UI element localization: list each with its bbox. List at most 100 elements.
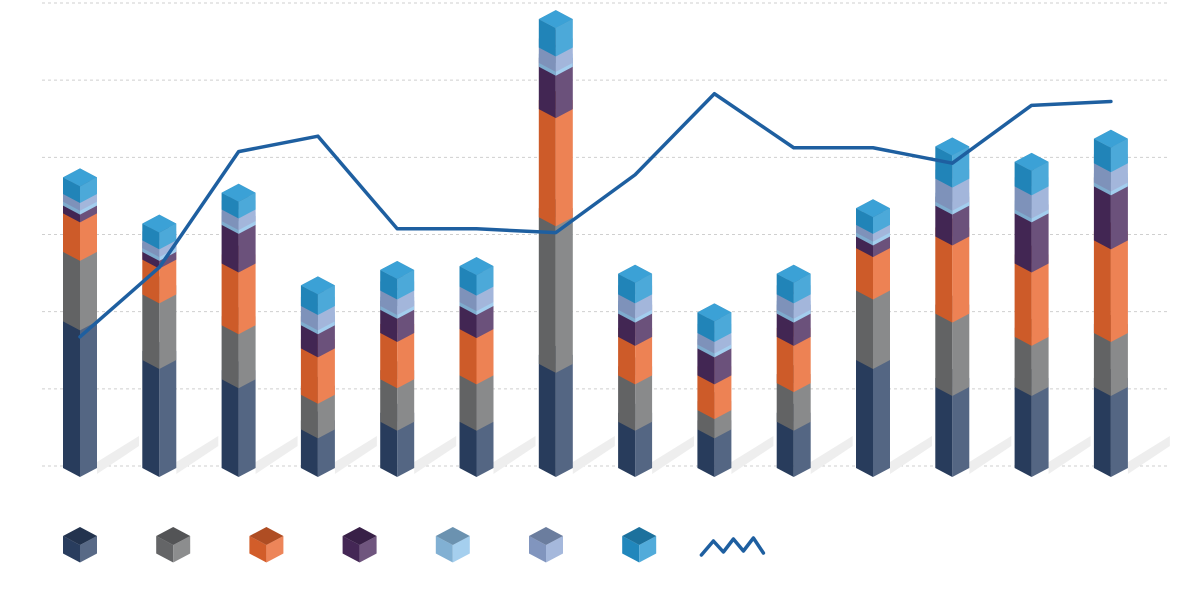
legend-cube-top — [529, 527, 563, 545]
bar-segment-left-face — [221, 370, 239, 477]
bar-segment-left-face — [221, 192, 239, 219]
bar-segment-left-face — [459, 320, 477, 385]
legend-swatch-cube — [622, 527, 657, 563]
bar-segment-left-face — [776, 327, 794, 393]
legend — [63, 527, 766, 563]
bar-segment-left-face — [142, 285, 160, 369]
bar-segment-right-face — [1031, 161, 1049, 196]
bar-segment-left-face — [142, 223, 160, 250]
bar-segment-right-face — [397, 269, 415, 300]
bar-segment-right-face — [1110, 138, 1128, 173]
legend-cube-top — [435, 527, 470, 545]
bar-segment-right-face — [1031, 377, 1049, 477]
bar-segment-left-face — [300, 285, 318, 315]
bar-segment-left-face — [1093, 138, 1111, 173]
legend-cube-right — [546, 536, 563, 563]
bar-segment-right-face — [635, 273, 653, 304]
legend-cube-right — [639, 536, 657, 563]
bar-top-cap — [1093, 129, 1128, 148]
legend-swatch-cube — [249, 527, 284, 563]
bar-segment-right-face — [1110, 177, 1128, 250]
bar-segment-right-face — [476, 266, 494, 296]
bar-segment-right-face — [635, 412, 653, 477]
bar-segment-left-face — [380, 269, 398, 300]
legend-cube-left — [342, 536, 360, 563]
bar-segment-left-face — [538, 208, 556, 373]
bar-stack — [63, 168, 97, 477]
bar-shadow — [890, 436, 932, 474]
bar-segment-left-face — [935, 146, 953, 188]
bar-segment-right-face — [555, 19, 573, 57]
bar-segment-right-face — [159, 285, 177, 369]
grid-lines — [42, 2, 1170, 467]
legend-cube-right — [359, 536, 377, 563]
bar-top-cap — [300, 276, 335, 295]
bar-segment-right-face — [238, 370, 256, 477]
bar-segment-left-face — [1093, 177, 1111, 250]
bar-segment-left-face — [1093, 323, 1111, 396]
bar-stack — [142, 214, 177, 477]
bar-segment-right-face — [397, 323, 415, 389]
bar-segment-right-face — [793, 327, 811, 393]
bar-top-cap — [935, 137, 970, 156]
bar-segment-left-face — [1014, 377, 1032, 477]
bar-stack — [776, 264, 811, 477]
bar-segment-left-face — [221, 254, 239, 335]
legend-swatch-cube — [63, 527, 97, 563]
legend-cube-left — [622, 536, 640, 563]
bar-stack — [221, 183, 256, 477]
bar-top-cap — [221, 183, 256, 202]
bar-shadow — [493, 436, 536, 474]
bar-segment-left-face — [63, 312, 80, 477]
bar-stack — [300, 276, 335, 477]
legend-swatch-cube — [435, 527, 470, 563]
bar-segment-right-face — [317, 285, 335, 315]
bar-top-cap — [856, 199, 890, 218]
bar-segment-right-face — [952, 146, 970, 188]
bar-segment-right-face — [159, 223, 177, 250]
bar-segment-left-face — [776, 273, 794, 304]
bar-stack — [538, 10, 573, 477]
bar-stack — [618, 264, 653, 477]
legend-cube-top — [342, 527, 377, 545]
bar-stack — [856, 199, 890, 477]
bar-stack — [459, 257, 494, 477]
bar-segment-left-face — [856, 208, 873, 234]
bar-segment-right-face — [80, 177, 97, 204]
legend-cube-left — [529, 536, 546, 563]
bar-segment-left-face — [935, 227, 953, 323]
bar-top-cap — [142, 214, 177, 233]
legend-cube-top — [63, 527, 97, 545]
bar-segment-left-face — [1014, 161, 1032, 196]
bar-segment-right-face — [1110, 377, 1128, 477]
bar-segment-right-face — [635, 366, 653, 431]
bar-segment-right-face — [873, 281, 890, 369]
legend-cube-right — [266, 536, 284, 563]
bar-segment-left-face — [1093, 377, 1111, 477]
legend-cube-left — [63, 536, 80, 563]
bar-shadows — [97, 436, 1170, 474]
bar-shadow — [414, 436, 457, 474]
bar-segment-left-face — [1014, 204, 1032, 273]
legend-cube-top — [249, 527, 284, 545]
bar-segment-right-face — [80, 242, 97, 331]
bar-segment-right-face — [1031, 204, 1049, 273]
bar-top-cap — [63, 168, 97, 187]
bar-stack — [380, 260, 415, 477]
legend-swatch-cube — [156, 527, 191, 563]
bar-segment-right-face — [873, 208, 890, 234]
bar-segment-right-face — [1110, 231, 1128, 342]
bar-segment-left-face — [221, 316, 239, 389]
bar-segment-left-face — [538, 354, 556, 477]
bar-stack — [697, 303, 732, 477]
bar-segment-right-face — [238, 192, 256, 219]
bar-segment-right-face — [952, 304, 970, 396]
bar-segment-right-face — [476, 366, 494, 431]
bar-segment-left-face — [618, 366, 636, 431]
legend-cube-right — [452, 536, 470, 563]
bar-segment-right-face — [714, 312, 732, 342]
bar-top-cap — [618, 264, 653, 283]
bar-segment-right-face — [555, 208, 573, 373]
bar-segment-right-face — [397, 412, 415, 477]
bar-segment-left-face — [856, 281, 873, 369]
